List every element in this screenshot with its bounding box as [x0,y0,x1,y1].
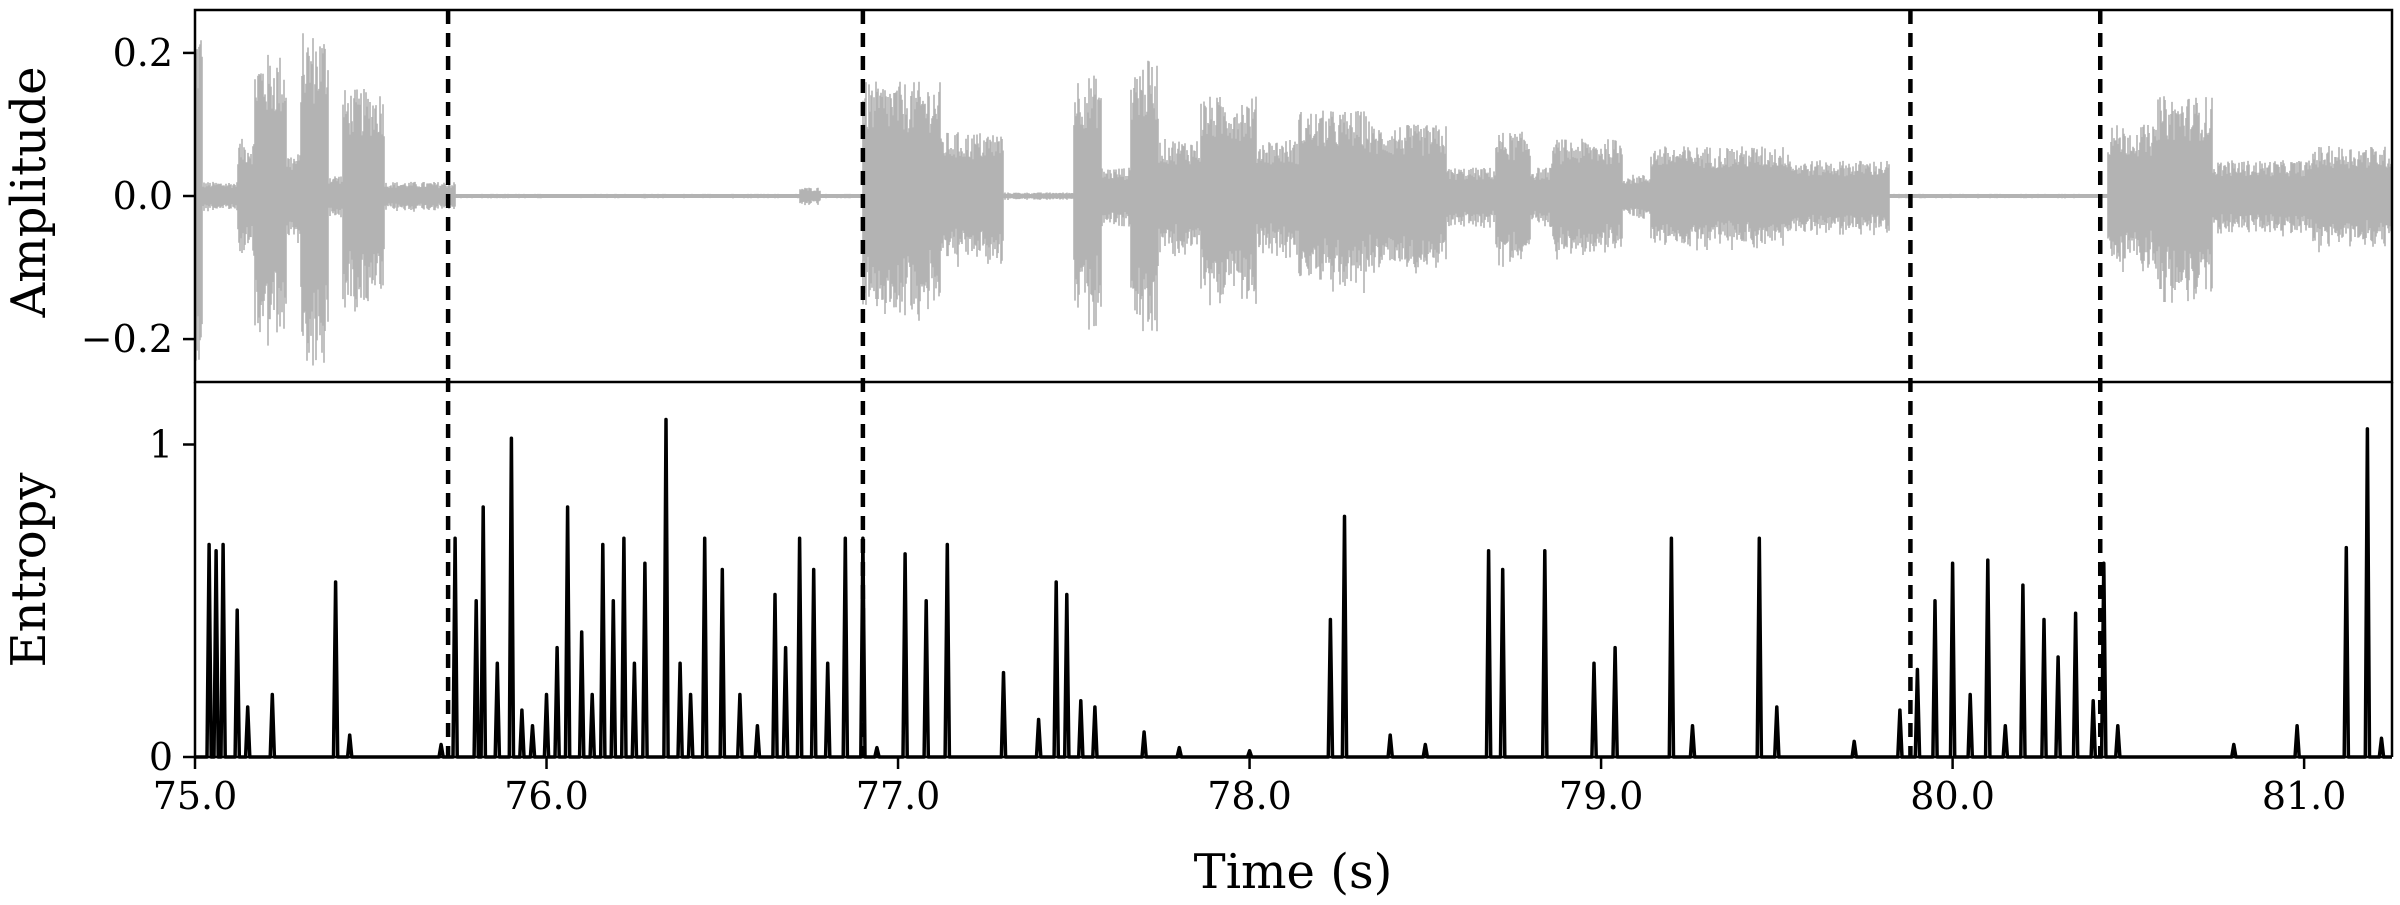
entropy-panel: 0 1 75.0 76.0 77.0 78.0 79.0 80.0 81.0 [149,382,2394,818]
entropy-tick-label: 0 [149,735,173,779]
time-tick-label: 79.0 [1559,774,1644,818]
time-tick-label: 81.0 [2262,774,2347,818]
amplitude-tick-label: 0.2 [113,31,173,75]
entropy-axis-label: Entropy [1,473,57,668]
waveform-panel: −0.2 0.0 0.2 [81,8,2394,384]
entropy-trace [195,417,2392,759]
time-tick-label: 76.0 [504,774,589,818]
amplitude-tick-label: −0.2 [81,317,173,361]
time-tick-label: 78.0 [1207,774,1292,818]
time-tick-label: 80.0 [1910,774,1995,818]
waveform-trace [194,33,2393,366]
time-tick-label: 77.0 [856,774,941,818]
entropy-tick-label: 1 [149,423,173,467]
amplitude-axis-label: Amplitude [1,67,57,319]
amplitude-tick-label: 0.0 [113,174,173,218]
time-axis-label: Time (s) [1194,844,1393,900]
time-tick-label: 75.0 [153,774,238,818]
event-markers [445,10,2103,757]
